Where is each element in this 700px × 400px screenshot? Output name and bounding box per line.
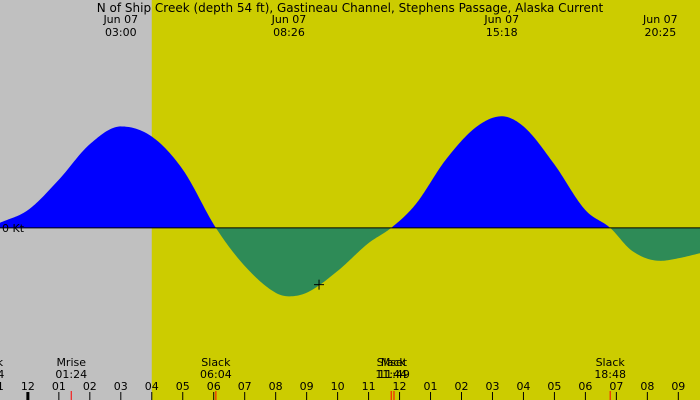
chart-title: N of Ship Creek (depth 54 ft), Gastineau… — [97, 1, 604, 15]
event-time-label: 18:48 — [594, 368, 626, 381]
x-tick-label: 07 — [238, 380, 252, 393]
flood-area-0 — [0, 126, 216, 228]
event-labels: Slack22:44Mrise01:24Slack06:04Slack11:44… — [0, 356, 626, 400]
x-tick-label: 01 — [52, 380, 66, 393]
flood-area-2 — [391, 116, 611, 228]
peak-date-label: Jun 07 — [271, 13, 307, 26]
x-tick-label: 11 — [362, 380, 376, 393]
event-name-label: Slack — [377, 356, 407, 369]
x-tick-label: 12 — [21, 380, 35, 393]
x-tick-label: 08 — [269, 380, 283, 393]
event-time-label: 11:44 — [375, 368, 407, 381]
zero-kt-label: 0 Kt — [2, 222, 25, 235]
x-tick-label: 09 — [671, 380, 685, 393]
event-time-label: 01:24 — [55, 368, 87, 381]
ebb-area-1 — [215, 227, 392, 297]
event-name-label: Slack — [0, 356, 4, 369]
x-tick-label: 05 — [547, 380, 561, 393]
peak-time-label: 08:26 — [273, 26, 305, 39]
event-name-label: Mrise — [56, 356, 86, 369]
x-tick-label: 05 — [176, 380, 190, 393]
x-tick-label: 09 — [300, 380, 314, 393]
event-name-label: Slack — [201, 356, 231, 369]
x-tick-label: 01 — [424, 380, 438, 393]
x-tick-label: 04 — [516, 380, 530, 393]
event-time-label: 22:44 — [0, 368, 4, 381]
x-tick-label: 12 — [393, 380, 407, 393]
x-tick-label: 08 — [640, 380, 654, 393]
x-axis-ticks: 11 12 01 02 03 04 05 06 07 08 09 10 11 12 01 02 03 04 05 06… — [0, 380, 685, 400]
x-tick-label: 07 — [609, 380, 623, 393]
event-name-label: Mset — [381, 356, 408, 369]
x-tick-label: 06 — [578, 380, 592, 393]
peak-time-label: 20:25 — [645, 26, 677, 39]
x-tick-label: 11 — [0, 380, 4, 393]
peak-date-label: Jun 07 — [483, 13, 519, 26]
x-tick-label: 03 — [485, 380, 499, 393]
cursor-crosshair — [314, 279, 325, 290]
peak-date-label: Jun 07 — [642, 13, 678, 26]
x-tick-label: 02 — [83, 380, 97, 393]
ebb-area-3 — [610, 227, 700, 261]
event-time-label: 06:04 — [200, 368, 232, 381]
peak-date-label: Jun 07 — [102, 13, 138, 26]
event-name-label: Slack — [596, 356, 626, 369]
x-tick-label: 06 — [207, 380, 221, 393]
peak-time-label: 03:00 — [105, 26, 137, 39]
current-areas — [0, 116, 700, 297]
x-tick-label: 02 — [455, 380, 469, 393]
x-tick-label: 03 — [114, 380, 128, 393]
event-time-label: 11:49 — [378, 368, 410, 381]
peak-time-label: 15:18 — [486, 26, 518, 39]
x-tick-label: 10 — [331, 380, 345, 393]
x-tick-label: 04 — [145, 380, 159, 393]
